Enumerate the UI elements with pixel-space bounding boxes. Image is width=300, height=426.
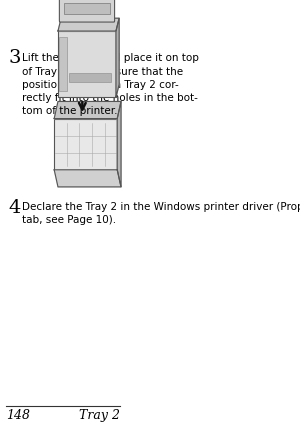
Polygon shape bbox=[54, 170, 121, 187]
Text: Tray 2: Tray 2 bbox=[79, 408, 120, 421]
Polygon shape bbox=[117, 102, 121, 187]
Text: 4: 4 bbox=[9, 198, 21, 216]
Text: Lift the printer and place it on top
of Tray 2, making sure that the
positioning: Lift the printer and place it on top of … bbox=[22, 53, 199, 116]
Polygon shape bbox=[58, 19, 119, 32]
Polygon shape bbox=[54, 102, 121, 119]
FancyBboxPatch shape bbox=[69, 74, 111, 83]
FancyBboxPatch shape bbox=[59, 0, 115, 23]
Text: 148: 148 bbox=[6, 408, 30, 421]
FancyBboxPatch shape bbox=[54, 119, 117, 170]
FancyBboxPatch shape bbox=[64, 4, 110, 15]
FancyBboxPatch shape bbox=[58, 32, 116, 98]
Polygon shape bbox=[116, 19, 119, 98]
Text: Declare the Tray 2 in the Windows printer driver (Properties/Configure
tab, see : Declare the Tray 2 in the Windows printe… bbox=[22, 201, 300, 225]
FancyBboxPatch shape bbox=[59, 38, 68, 92]
Text: 3: 3 bbox=[9, 49, 21, 67]
